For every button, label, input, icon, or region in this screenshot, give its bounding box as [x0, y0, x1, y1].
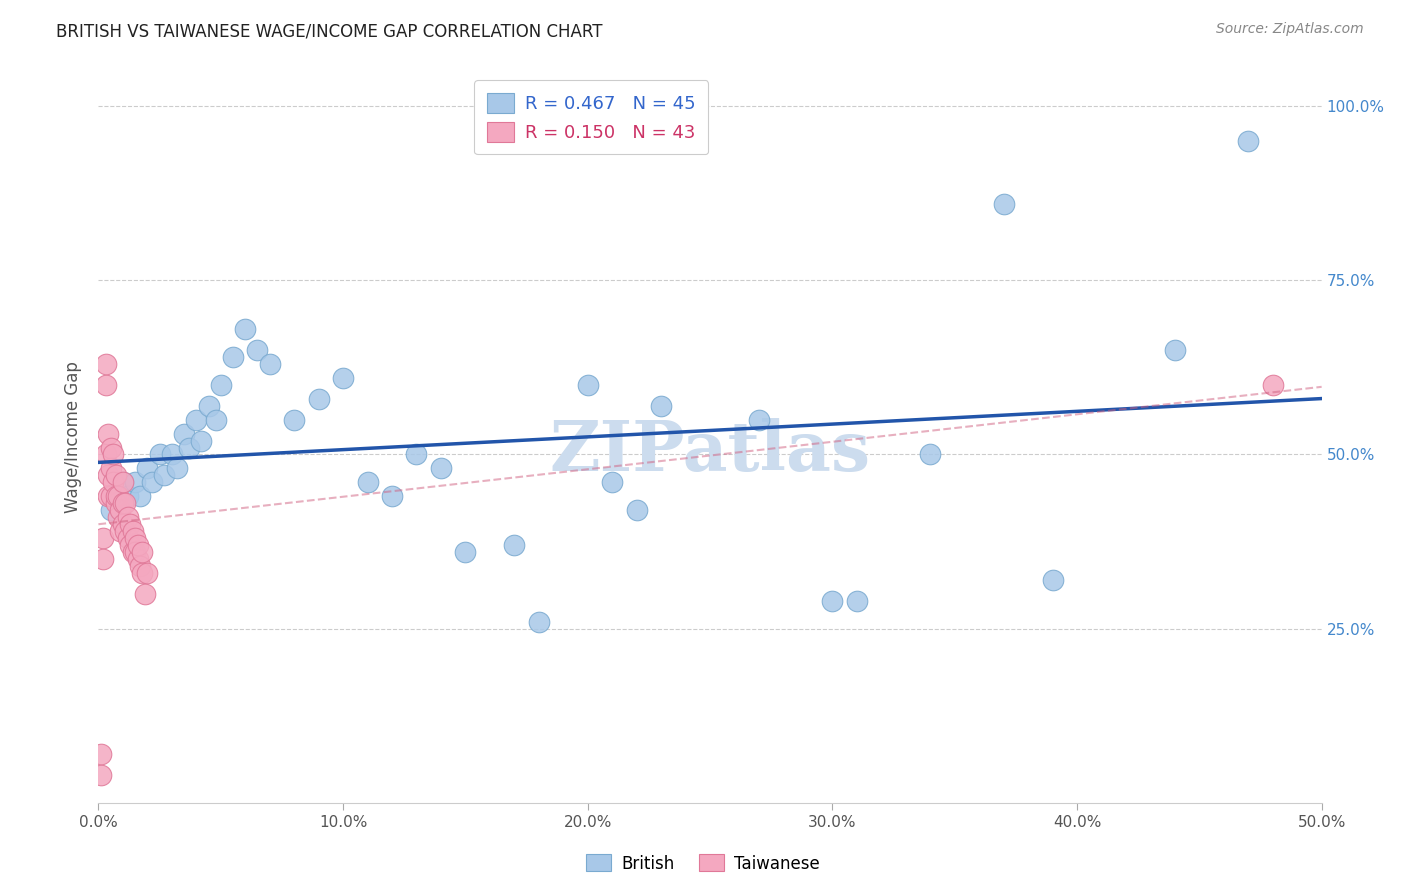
Point [308, 392, 330, 406]
Point [94, 448, 117, 462]
Point [166, 461, 188, 475]
Point [107, 489, 129, 503]
Point [246, 343, 269, 357]
Point [120, 538, 142, 552]
Point [111, 517, 134, 532]
Point [127, 552, 149, 566]
Point [91, 552, 114, 566]
Point [1164, 343, 1187, 357]
Point [111, 475, 134, 490]
Point [600, 475, 623, 490]
Point [101, 475, 124, 490]
Point [209, 377, 232, 392]
Point [100, 441, 122, 455]
Point [110, 503, 132, 517]
Point [1261, 377, 1284, 392]
Y-axis label: Wage/Income Gap: Wage/Income Gap [65, 361, 83, 513]
Point [141, 475, 163, 490]
Point [124, 475, 146, 490]
Point [117, 510, 139, 524]
Point [104, 489, 127, 503]
Point [136, 566, 159, 580]
Point [124, 531, 146, 545]
Point [131, 545, 153, 559]
Point [136, 461, 159, 475]
Point [121, 545, 143, 559]
Point [129, 489, 152, 503]
Point [121, 524, 143, 538]
Legend: R = 0.467   N = 45, R = 0.150   N = 43: R = 0.467 N = 45, R = 0.150 N = 43 [474, 80, 709, 154]
Point [993, 196, 1015, 211]
Point [91, 531, 114, 545]
Text: BRITISH VS TAIWANESE WAGE/INCOME GAP CORRELATION CHART: BRITISH VS TAIWANESE WAGE/INCOME GAP COR… [56, 22, 603, 40]
Point [821, 594, 844, 608]
Point [104, 496, 127, 510]
Point [283, 412, 305, 426]
Point [107, 510, 129, 524]
Point [149, 448, 172, 462]
Point [177, 441, 200, 455]
Point [454, 545, 477, 559]
Point [100, 461, 122, 475]
Point [94, 357, 117, 371]
Point [114, 496, 136, 510]
Point [131, 566, 153, 580]
Point [90, 768, 112, 782]
Point [748, 412, 770, 426]
Legend: British, Taiwanese: British, Taiwanese [579, 847, 827, 880]
Point [173, 426, 195, 441]
Point [650, 399, 672, 413]
Point [197, 399, 219, 413]
Point [111, 496, 134, 510]
Text: ZIPatlas: ZIPatlas [550, 418, 870, 485]
Point [120, 517, 142, 532]
Point [97, 426, 120, 441]
Point [920, 448, 942, 462]
Point [114, 524, 136, 538]
Point [129, 558, 152, 573]
Point [430, 461, 453, 475]
Point [101, 448, 124, 462]
Point [190, 434, 212, 448]
Point [576, 377, 599, 392]
Point [134, 587, 156, 601]
Point [104, 468, 127, 483]
Point [205, 412, 228, 426]
Point [97, 468, 120, 483]
Point [356, 475, 378, 490]
Point [127, 538, 149, 552]
Point [117, 489, 139, 503]
Point [626, 503, 648, 517]
Point [845, 594, 868, 608]
Point [332, 371, 354, 385]
Point [527, 615, 550, 629]
Point [259, 357, 281, 371]
Point [160, 448, 183, 462]
Point [222, 350, 245, 364]
Point [100, 503, 122, 517]
Point [124, 545, 146, 559]
Point [97, 489, 120, 503]
Point [100, 489, 122, 503]
Point [1237, 134, 1260, 148]
Point [381, 489, 404, 503]
Point [503, 538, 526, 552]
Point [117, 531, 139, 545]
Point [1042, 573, 1064, 587]
Point [186, 412, 208, 426]
Point [110, 524, 132, 538]
Point [90, 747, 112, 761]
Point [233, 322, 256, 336]
Point [104, 489, 127, 503]
Point [405, 448, 427, 462]
Point [94, 377, 117, 392]
Point [111, 475, 134, 490]
Text: Source: ZipAtlas.com: Source: ZipAtlas.com [1216, 22, 1364, 37]
Point [153, 468, 176, 483]
